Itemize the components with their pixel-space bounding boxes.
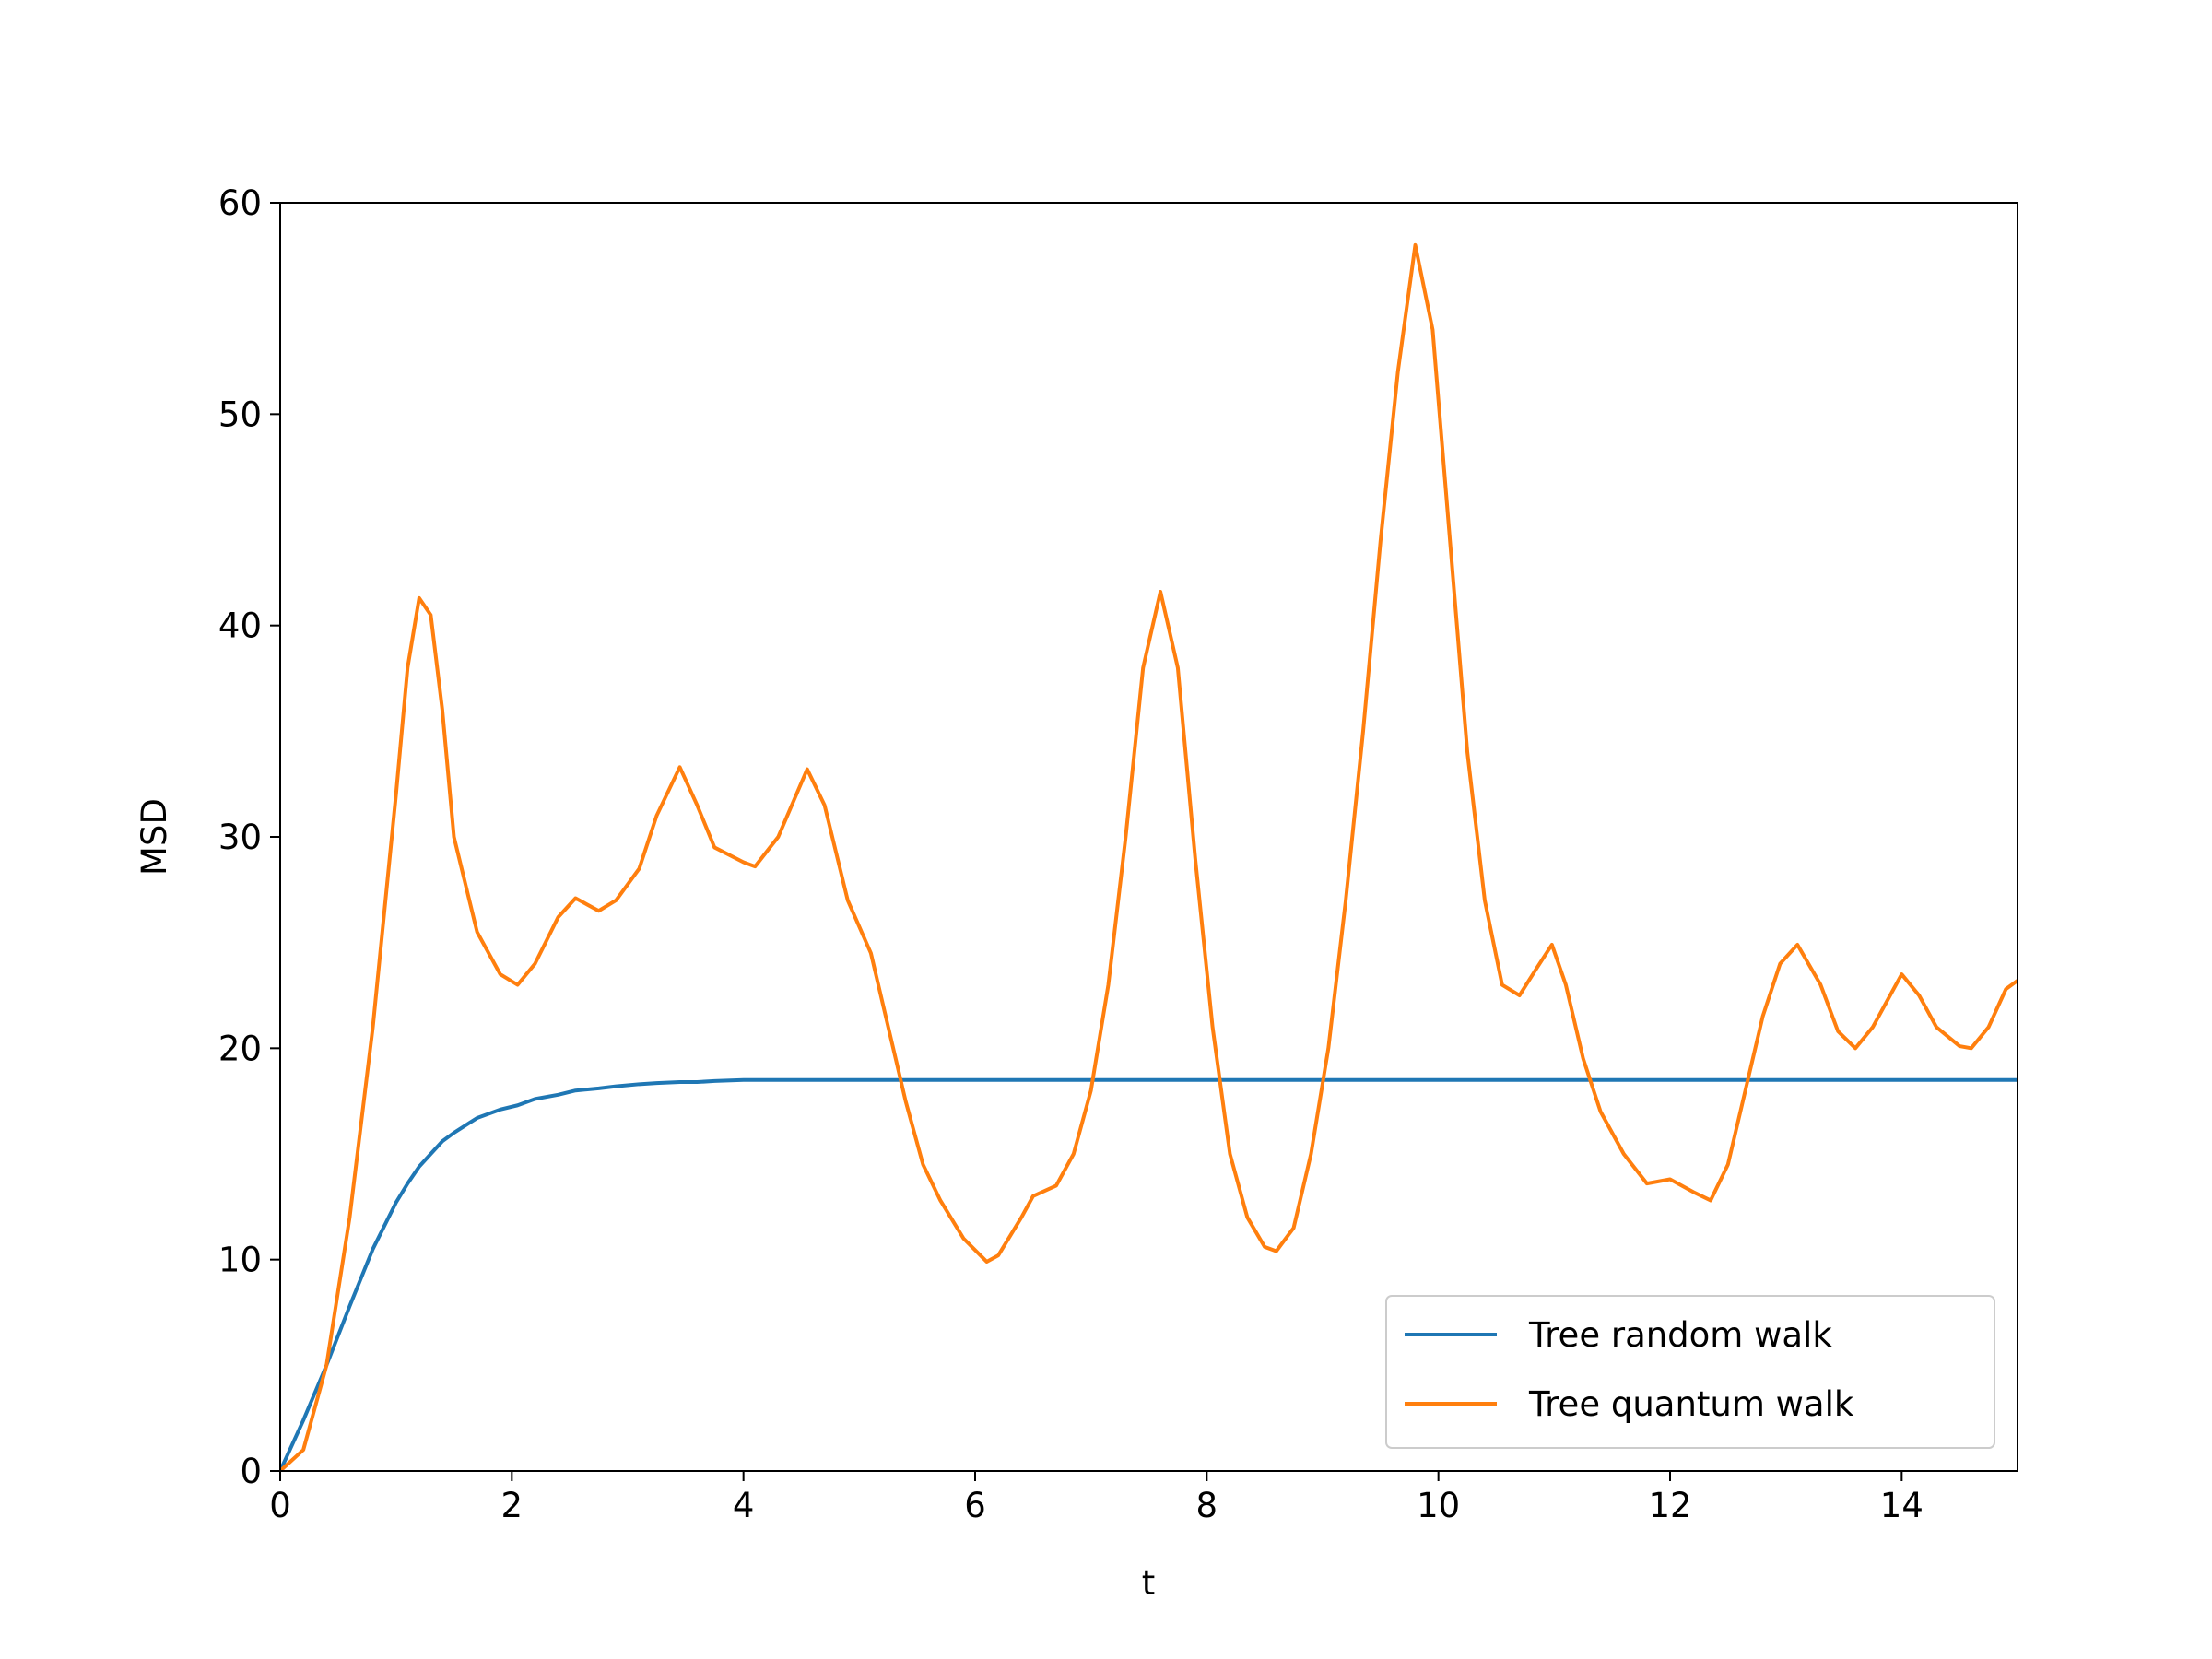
y-tick-label: 60	[218, 183, 262, 223]
x-tick-label: 14	[1880, 1486, 1924, 1525]
y-tick-label: 0	[240, 1452, 262, 1491]
x-tick-label: 2	[501, 1486, 524, 1525]
y-tick-label: 10	[218, 1241, 262, 1280]
y-tick-label: 40	[218, 606, 262, 646]
y-tick-label: 50	[218, 394, 262, 434]
plot-frame	[279, 202, 2018, 1472]
legend-label: Tree quantum walk	[1528, 1384, 1854, 1424]
legend-label: Tree random walk	[1528, 1315, 1832, 1355]
x-axis-label: t	[1142, 1563, 1156, 1603]
y-axis-label: MSD	[135, 798, 174, 876]
y-tick-label: 20	[218, 1029, 262, 1068]
legend-box	[1385, 1295, 1995, 1449]
series-line	[280, 242, 2018, 1471]
y-tick-label: 30	[218, 818, 262, 857]
x-tick-label: 0	[269, 1486, 291, 1525]
x-tick-label: 4	[733, 1486, 755, 1525]
x-tick-label: 8	[1196, 1486, 1218, 1525]
x-tick-label: 10	[1417, 1486, 1460, 1525]
x-tick-label: 12	[1648, 1486, 1691, 1525]
x-tick-label: 6	[964, 1486, 986, 1525]
